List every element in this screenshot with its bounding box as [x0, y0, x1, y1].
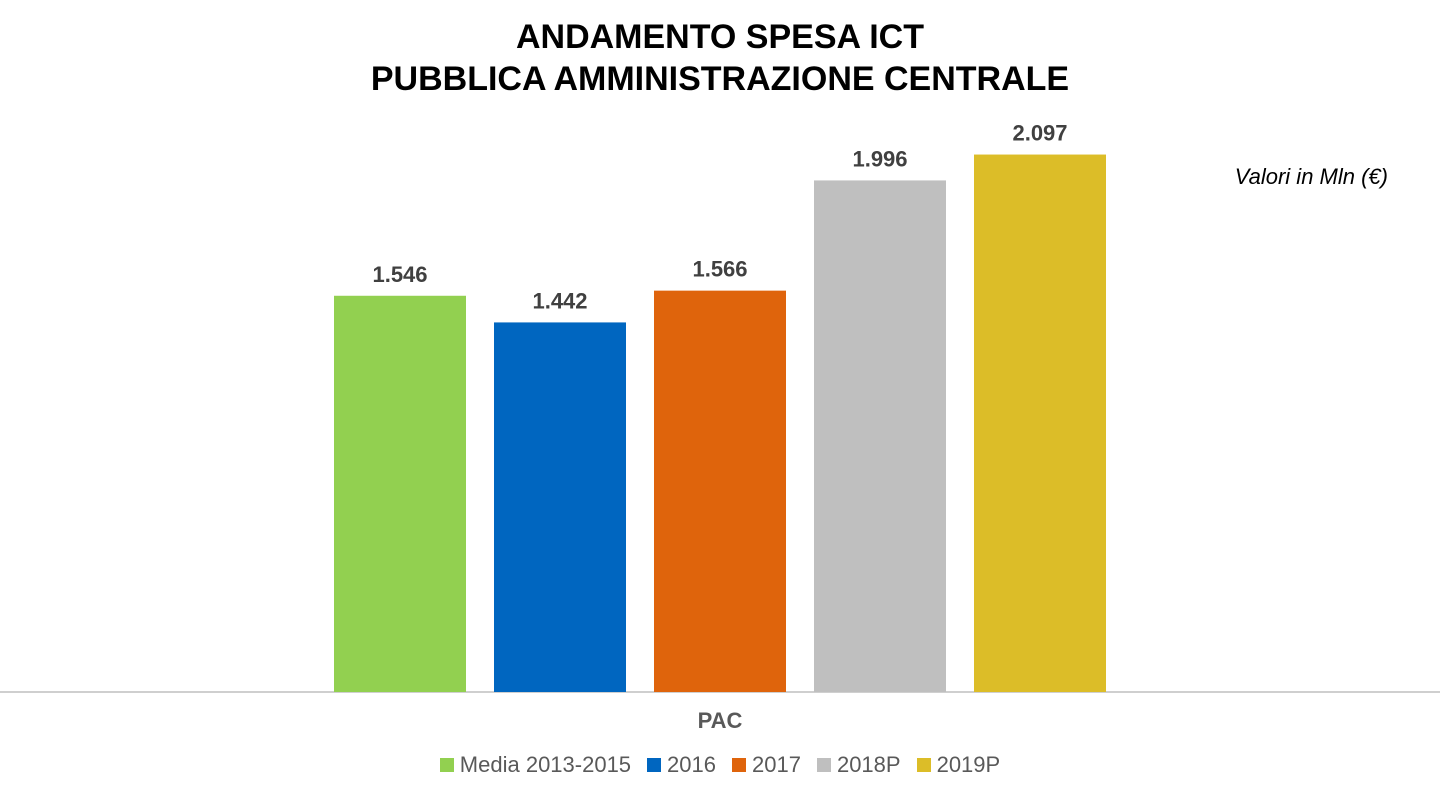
legend-item: Media 2013-2015: [439, 752, 632, 778]
data-label: 1.546: [372, 262, 427, 287]
legend-label: Media 2013-2015: [459, 752, 632, 777]
bar-2017: [654, 290, 786, 692]
chart-title-line2: PUBBLICA AMMINISTRAZIONE CENTRALE: [370, 60, 1070, 98]
units-note: Valori in Mln (€): [1234, 164, 1388, 189]
legend-swatch: [439, 758, 454, 772]
data-label: 1.996: [852, 146, 907, 171]
legend-item: 2018P: [816, 752, 901, 778]
legend-label: 2017: [752, 752, 801, 777]
legend-label: 2019P: [936, 752, 1001, 777]
chart-legend: Media 2013-2015 2016 2017 2018P 2019P: [0, 752, 1440, 778]
legend-swatch: [732, 758, 746, 772]
x-tick-label: PAC: [698, 708, 743, 733]
legend-item: 2017: [732, 752, 801, 778]
bar-chart: 1.546 1.442 1.566 1.996 2.097 PAC: [0, 121, 1440, 733]
legend-label: 2016: [667, 752, 716, 777]
bar-media-2013-2015: [334, 295, 466, 692]
chart-title-line1: ANDAMENTO SPESA ICT: [515, 18, 925, 56]
data-label: 1.566: [692, 257, 747, 282]
legend-label: 2018P: [836, 752, 901, 777]
bar-2018p: [814, 180, 946, 692]
bar-2019p: [974, 154, 1106, 693]
data-label: 2.097: [1012, 121, 1067, 146]
bar-2016: [494, 322, 626, 692]
legend-swatch: [816, 758, 831, 772]
legend-swatch: [916, 758, 931, 772]
legend-item: 2019P: [916, 752, 1001, 778]
legend-swatch: [647, 758, 662, 772]
legend-item: 2016: [647, 752, 716, 778]
data-label: 1.442: [532, 288, 587, 313]
